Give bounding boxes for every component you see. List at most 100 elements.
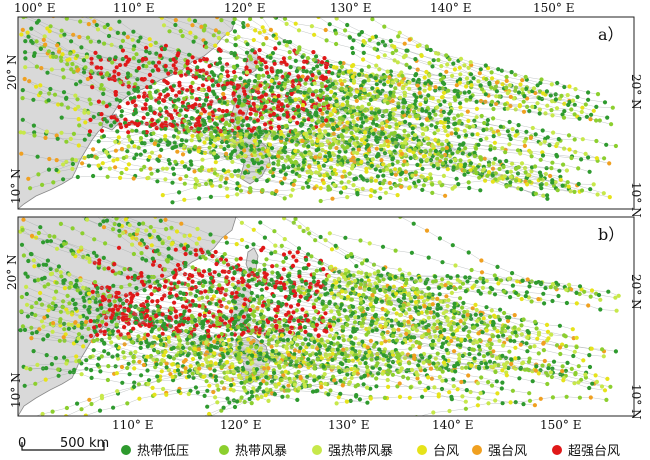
- track-point: [500, 82, 505, 87]
- track-point: [550, 160, 555, 165]
- track-point: [70, 417, 74, 421]
- track-point: [156, 68, 161, 73]
- track-point: [411, 77, 416, 83]
- track-point: [357, 32, 362, 37]
- track-point: [321, 122, 326, 127]
- track-point: [278, 69, 283, 74]
- track-point: [291, 115, 296, 120]
- track-point: [265, 70, 270, 75]
- track-point: [241, 118, 246, 123]
- track-point: [500, 380, 505, 385]
- track-point: [65, 293, 70, 298]
- track-point: [188, 30, 193, 35]
- track-point: [90, 289, 95, 294]
- track-point: [214, 95, 220, 100]
- track-point: [142, 164, 147, 169]
- track-point: [114, 322, 119, 327]
- track-point: [153, 40, 158, 45]
- track-point: [232, 148, 237, 153]
- track-point: [131, 47, 136, 52]
- track-point: [492, 146, 497, 151]
- track-point: [163, 120, 168, 125]
- track-point: [26, 176, 31, 181]
- track-point: [144, 49, 149, 54]
- track-point: [173, 22, 178, 28]
- track-point: [548, 173, 553, 179]
- track-point: [564, 168, 570, 173]
- panel-a: 20° N 10° N 20° N 10° N a）: [5, 16, 643, 218]
- track-point: [400, 73, 405, 78]
- track-point: [230, 159, 235, 164]
- track-point: [70, 61, 75, 67]
- track-point: [423, 177, 429, 182]
- track-point: [264, 36, 269, 41]
- track-point: [560, 364, 565, 369]
- track-point: [458, 72, 463, 77]
- track-point: [467, 125, 472, 130]
- track-point: [327, 22, 332, 27]
- track-point: [613, 143, 619, 149]
- track-point: [263, 371, 268, 377]
- track-point: [563, 334, 568, 339]
- track-point: [215, 17, 220, 20]
- track-point: [219, 133, 224, 138]
- track-point: [262, 267, 267, 272]
- track-point: [61, 162, 66, 167]
- track-point: [102, 41, 107, 46]
- track-point: [197, 280, 202, 285]
- track-point: [301, 228, 306, 234]
- track-point: [423, 127, 428, 132]
- track-point: [474, 106, 479, 111]
- track-point: [352, 177, 357, 182]
- track-point: [433, 125, 439, 130]
- track-point: [484, 77, 489, 82]
- track-point: [301, 160, 306, 165]
- track-point: [431, 163, 436, 169]
- track-point: [318, 93, 323, 98]
- track-point: [260, 146, 265, 151]
- track-point: [242, 399, 247, 405]
- track-point: [202, 140, 207, 145]
- track-point: [242, 79, 247, 84]
- track-point: [244, 84, 249, 89]
- track-point: [376, 55, 381, 60]
- track-point: [572, 189, 577, 194]
- track-point: [433, 356, 438, 361]
- track-point: [527, 391, 532, 396]
- track-point: [385, 167, 390, 172]
- track-point: [295, 50, 300, 55]
- track-point: [317, 152, 323, 157]
- track-point: [233, 42, 238, 48]
- track-point: [348, 92, 353, 97]
- track-point: [245, 23, 250, 28]
- track-point: [524, 290, 530, 295]
- track-point: [332, 168, 337, 173]
- track-point: [446, 280, 451, 285]
- track-point: [97, 55, 102, 60]
- track-point: [228, 80, 234, 85]
- track-point: [407, 114, 412, 119]
- track-point: [324, 38, 329, 43]
- track-point: [210, 78, 215, 83]
- track-point: [537, 111, 542, 116]
- track-point: [296, 97, 302, 102]
- track-point: [484, 278, 489, 283]
- track-point: [237, 98, 242, 103]
- track-point: [86, 22, 91, 27]
- track-point: [262, 29, 267, 34]
- track-point: [415, 83, 420, 88]
- track-point: [354, 112, 359, 117]
- track-point: [83, 65, 88, 70]
- track-point: [132, 156, 137, 161]
- track-point: [577, 116, 582, 121]
- track-point: [213, 28, 218, 33]
- track-point: [421, 183, 426, 188]
- track-point: [220, 109, 225, 114]
- track-point: [160, 193, 165, 198]
- track-point: [550, 395, 556, 400]
- track-point: [331, 127, 336, 132]
- track-point: [79, 320, 84, 325]
- track-point: [205, 360, 210, 365]
- track-point: [376, 110, 381, 115]
- track-point: [482, 120, 487, 126]
